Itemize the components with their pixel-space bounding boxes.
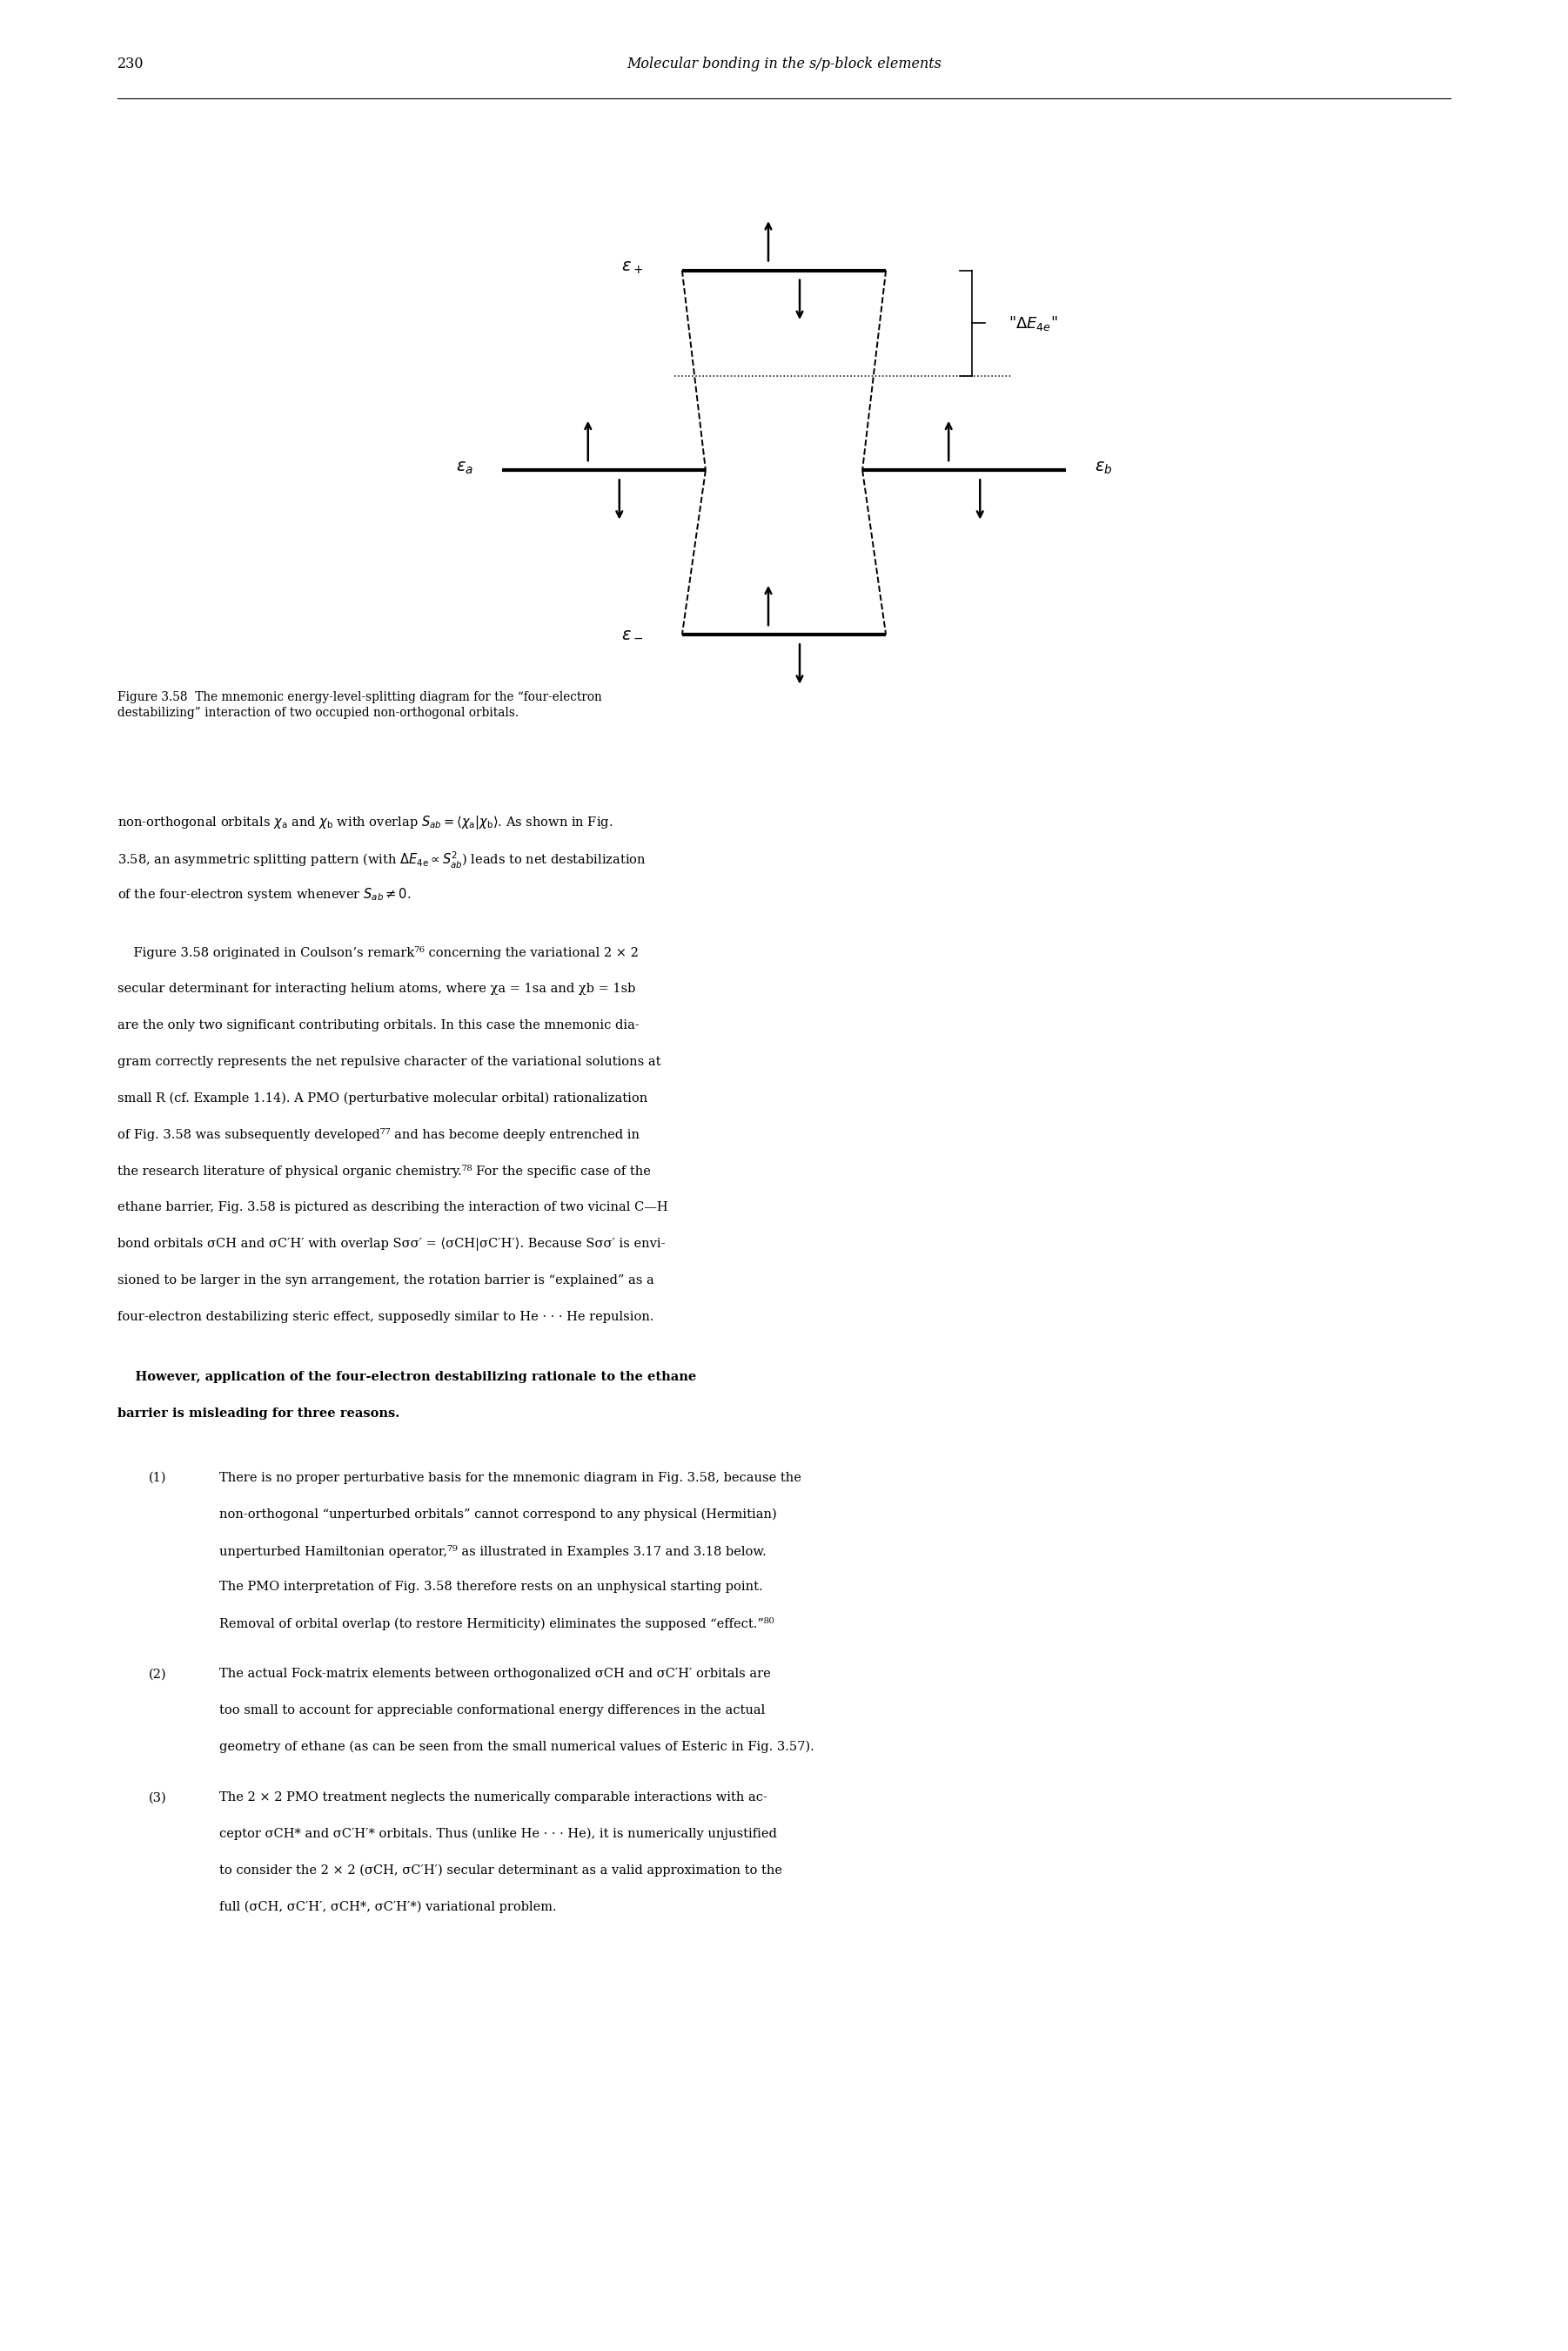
Text: (1): (1) <box>149 1472 166 1483</box>
Text: $\varepsilon_+$: $\varepsilon_+$ <box>621 261 643 275</box>
Text: Removal of orbital overlap (to restore Hermiticity) eliminates the supposed “eff: Removal of orbital overlap (to restore H… <box>220 1617 775 1632</box>
Text: (3): (3) <box>149 1791 168 1803</box>
Text: There is no proper perturbative basis for the mnemonic diagram in Fig. 3.58, bec: There is no proper perturbative basis fo… <box>220 1472 801 1483</box>
Text: (2): (2) <box>149 1667 166 1681</box>
Text: secular determinant for interacting helium atoms, where χa = 1sa and χb = 1sb: secular determinant for interacting heli… <box>118 983 635 994</box>
Text: The actual Fock-matrix elements between orthogonalized σCH and σC′H′ orbitals ar: The actual Fock-matrix elements between … <box>220 1667 771 1681</box>
Text: $\varepsilon_b$: $\varepsilon_b$ <box>1094 461 1112 475</box>
Text: too small to account for appreciable conformational energy differences in the ac: too small to account for appreciable con… <box>220 1704 765 1716</box>
Text: $\varepsilon_a$: $\varepsilon_a$ <box>456 461 474 475</box>
Text: are the only two significant contributing orbitals. In this case the mnemonic di: are the only two significant contributin… <box>118 1018 640 1032</box>
Text: of the four-electron system whenever $S_{ab} \neq 0$.: of the four-electron system whenever $S_… <box>118 886 411 903</box>
Text: gram correctly represents the net repulsive character of the variational solutio: gram correctly represents the net repuls… <box>118 1056 662 1067</box>
Text: ceptor σCH* and σC′H′* orbitals. Thus (unlike He · · · He), it is numerically un: ceptor σCH* and σC′H′* orbitals. Thus (u… <box>220 1829 778 1841</box>
Text: ethane barrier, Fig. 3.58 is pictured as describing the interaction of two vicin: ethane barrier, Fig. 3.58 is pictured as… <box>118 1201 668 1213</box>
Text: four-electron destabilizing steric effect, supposedly similar to He · · · He rep: four-electron destabilizing steric effec… <box>118 1310 654 1324</box>
Text: of Fig. 3.58 was subsequently developed⁷⁷ and has become deeply entrenched in: of Fig. 3.58 was subsequently developed⁷… <box>118 1128 640 1143</box>
Text: The PMO interpretation of Fig. 3.58 therefore rests on an unphysical starting po: The PMO interpretation of Fig. 3.58 ther… <box>220 1580 764 1594</box>
Text: $\varepsilon_-$: $\varepsilon_-$ <box>621 625 643 639</box>
Text: unperturbed Hamiltonian operator,⁷⁹ as illustrated in Examples 3.17 and 3.18 bel: unperturbed Hamiltonian operator,⁷⁹ as i… <box>220 1545 767 1559</box>
Text: Molecular bonding in the s/p-block elements: Molecular bonding in the s/p-block eleme… <box>627 56 941 71</box>
Text: small R (cf. Example 1.14). A PMO (perturbative molecular orbital) rationalizati: small R (cf. Example 1.14). A PMO (pertu… <box>118 1091 648 1105</box>
Text: 230: 230 <box>118 56 144 71</box>
Text: barrier is misleading for three reasons.: barrier is misleading for three reasons. <box>118 1406 400 1420</box>
Text: to consider the 2 × 2 (σCH, σC′H′) secular determinant as a valid approximation : to consider the 2 × 2 (σCH, σC′H′) secul… <box>220 1864 782 1876</box>
Text: However, application of the four-electron destabilizing rationale to the ethane: However, application of the four-electro… <box>118 1371 696 1382</box>
Text: The 2 × 2 PMO treatment neglects the numerically comparable interactions with ac: The 2 × 2 PMO treatment neglects the num… <box>220 1791 768 1803</box>
Text: non-orthogonal “unperturbed orbitals” cannot correspond to any physical (Hermiti: non-orthogonal “unperturbed orbitals” ca… <box>220 1507 778 1521</box>
Text: 3.58, an asymmetric splitting pattern (with $\Delta E_{\rm 4e} \propto S_{ab}^{2: 3.58, an asymmetric splitting pattern (w… <box>118 851 646 870</box>
Text: Figure 3.58 originated in Coulson’s remark⁷⁶ concerning the variational 2 × 2: Figure 3.58 originated in Coulson’s rema… <box>118 945 638 959</box>
Text: "$\Delta E_{4e}$": "$\Delta E_{4e}$" <box>1008 315 1057 331</box>
Text: geometry of ethane (as can be seen from the small numerical values of Esteric in: geometry of ethane (as can be seen from … <box>220 1740 814 1754</box>
Text: Figure 3.58  The mnemonic energy-level-splitting diagram for the “four-electron
: Figure 3.58 The mnemonic energy-level-sp… <box>118 691 602 719</box>
Text: sioned to be larger in the syn arrangement, the rotation barrier is “explained” : sioned to be larger in the syn arrangeme… <box>118 1274 654 1286</box>
Text: full (σCH, σC′H′, σCH*, σC′H′*) variational problem.: full (σCH, σC′H′, σCH*, σC′H′*) variatio… <box>220 1900 557 1914</box>
Text: the research literature of physical organic chemistry.⁷⁸ For the specific case o: the research literature of physical orga… <box>118 1164 651 1178</box>
Text: bond orbitals σCH and σC′H′ with overlap Sσσ′ = ⟨σCH|σC′H′⟩. Because Sσσ′ is env: bond orbitals σCH and σC′H′ with overlap… <box>118 1237 665 1251</box>
Text: non-orthogonal orbitals $\chi_{\rm a}$ and $\chi_{\rm b}$ with overlap $S_{ab} =: non-orthogonal orbitals $\chi_{\rm a}$ a… <box>118 813 613 830</box>
